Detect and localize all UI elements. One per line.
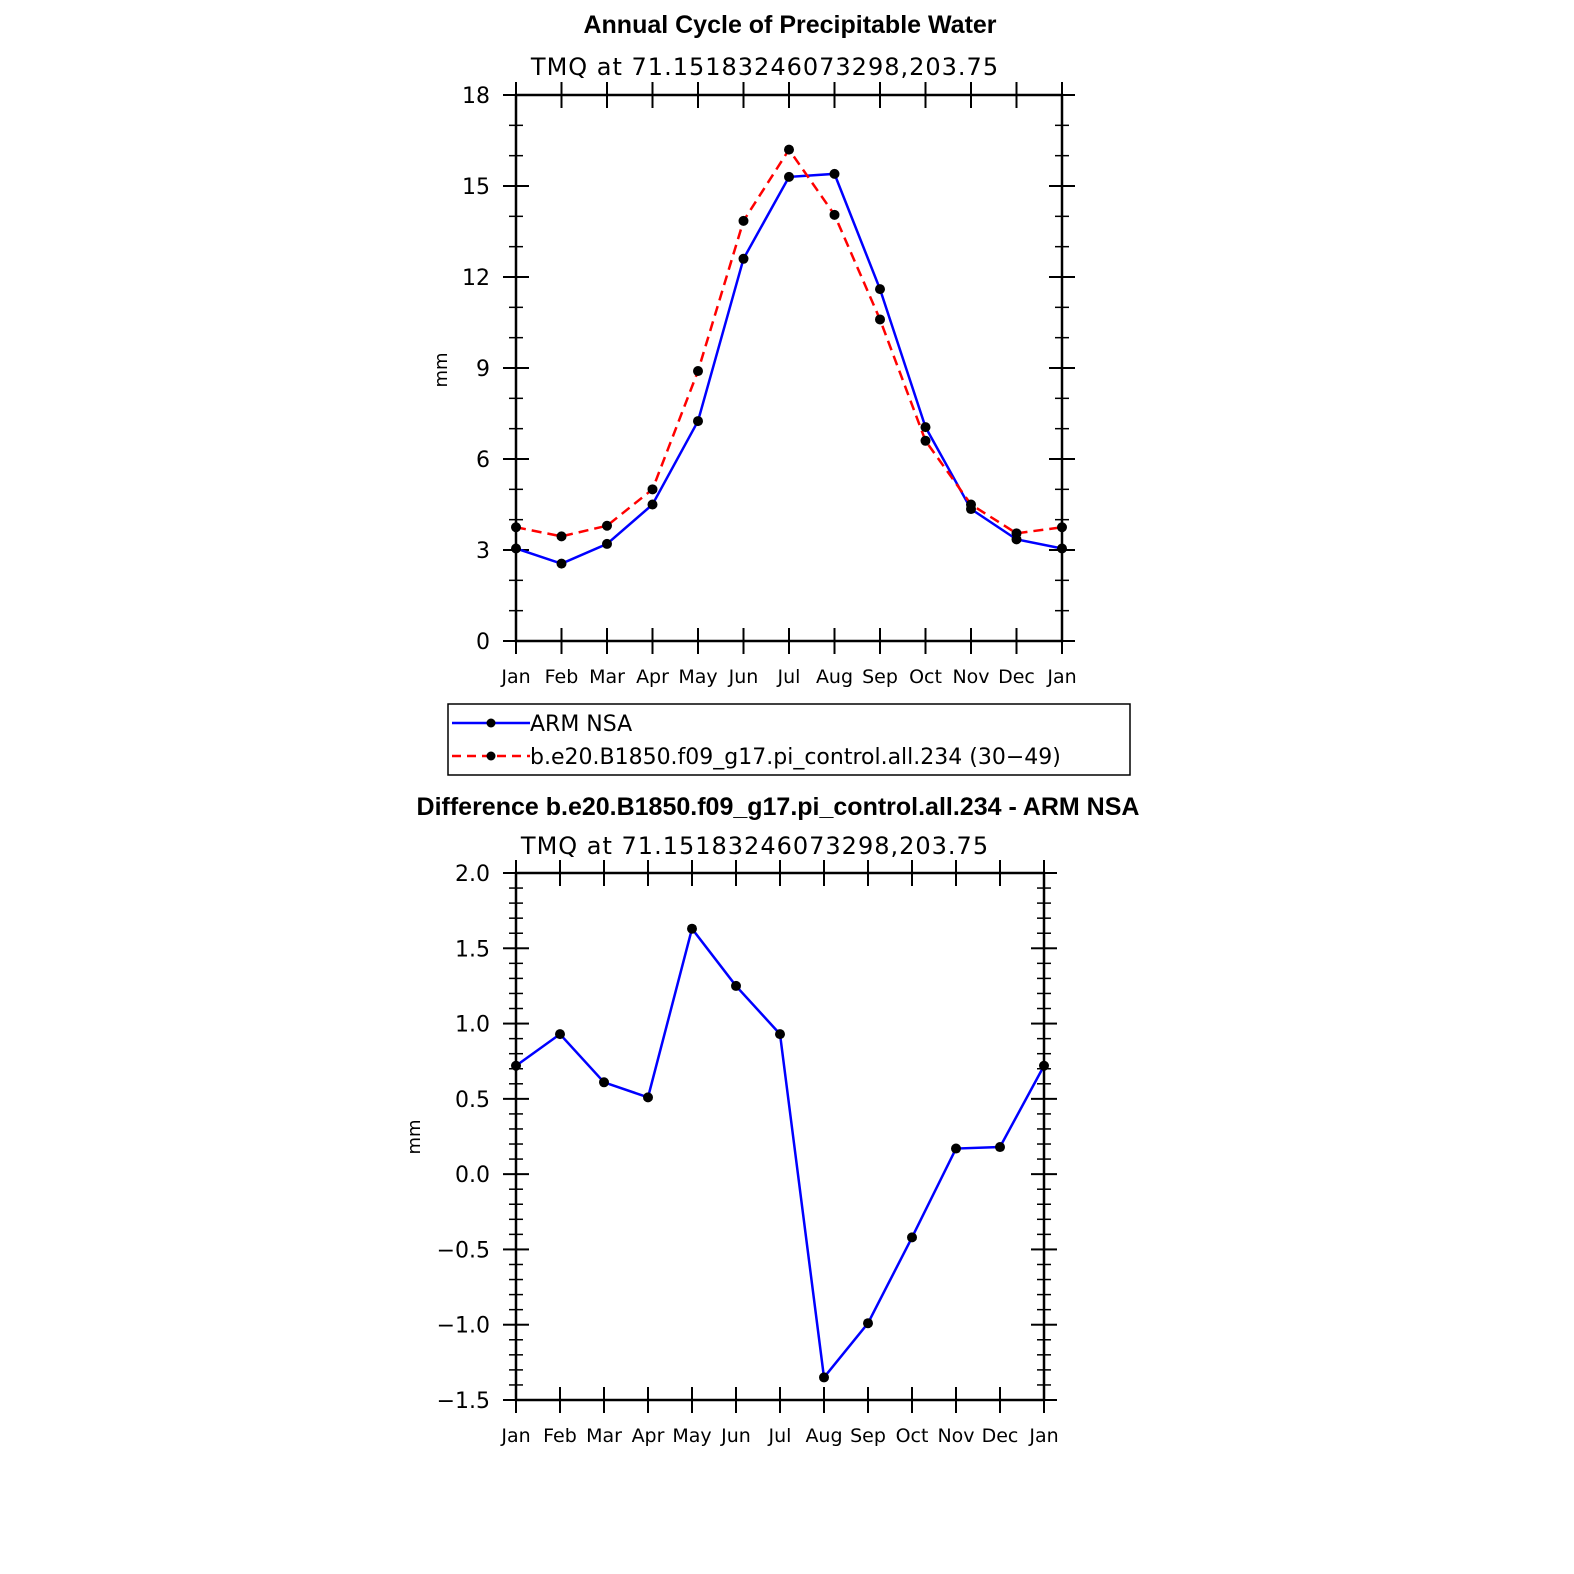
legend-marker-model [486, 751, 496, 761]
y-tick-label: 0 [476, 630, 490, 655]
y-tick-label: 12 [462, 266, 490, 291]
x-tick-label: Jan [1046, 666, 1076, 688]
x-tick-label: May [678, 666, 717, 688]
x-tick-label: Jul [777, 666, 801, 688]
data-point [647, 484, 658, 495]
legend-label-model: b.e20.B1850.f09_g17.pi_control.all.234 (… [530, 745, 1061, 770]
data-point [819, 1372, 829, 1383]
x-tick-label: Jan [500, 666, 530, 688]
data-point [602, 520, 612, 531]
data-point [738, 215, 749, 226]
legend: ARM NSA b.e20.B1850.f09_g17.pi_control.a… [447, 703, 1131, 776]
x-tick-label: Sep [850, 1425, 886, 1447]
data-point [738, 253, 749, 264]
annual-cycle-chart: Annual Cycle of Precipitable Water TMQ a… [431, 11, 1077, 688]
series-line-0 [515, 172, 1063, 565]
x-tick-label: Mar [589, 666, 625, 688]
legend-box [447, 703, 1131, 776]
x-tick-label: Jun [720, 1425, 751, 1447]
x-tick-label: Feb [545, 666, 579, 688]
data-point [1057, 522, 1067, 533]
x-tick-label: Aug [805, 1425, 842, 1447]
x-tick-label: Sep [862, 666, 898, 688]
y-tick-label: 0.5 [455, 1088, 490, 1113]
y-tick-label: −1.5 [437, 1389, 490, 1414]
x-tick-label: Feb [543, 1425, 577, 1447]
x-tick-label: Dec [998, 666, 1035, 688]
data-point [643, 1092, 653, 1103]
data-point [784, 171, 794, 182]
series-line-0 [515, 925, 1046, 1381]
chart-title: Annual Cycle of Precipitable Water [583, 11, 996, 39]
data-point [693, 366, 703, 377]
data-point [731, 980, 741, 991]
series-line-1 [515, 147, 1063, 538]
x-tick-label: Jan [1028, 1425, 1058, 1447]
x-tick-label: Jun [728, 666, 759, 688]
y-tick-label: 2.0 [455, 862, 490, 887]
x-tick-label: Jan [500, 1425, 530, 1447]
data-point [556, 558, 567, 569]
data-point [687, 923, 697, 934]
legend-label-arm-nsa: ARM NSA [530, 712, 632, 737]
data-point [875, 284, 885, 295]
data-point [966, 499, 976, 510]
data-point [556, 531, 567, 542]
x-tick-label: Dec [982, 1425, 1019, 1447]
y-tick-label: 3 [476, 539, 490, 564]
data-point [829, 168, 840, 179]
chart-subtitle: TMQ at 71.15183246073298,203.75 [520, 832, 989, 860]
plot-frame [514, 871, 1046, 1402]
x-tick-label: Mar [586, 1425, 622, 1447]
data-point [951, 1143, 961, 1154]
data-point [920, 422, 931, 433]
data-point [647, 499, 658, 510]
y-axis-label: mm [431, 352, 452, 387]
x-tick-label: Nov [937, 1425, 974, 1447]
y-tick-label: 1.5 [455, 937, 490, 962]
data-point [1039, 1060, 1049, 1071]
x-tick-label: Oct [909, 666, 942, 688]
data-point [693, 416, 703, 427]
y-axis-label: mm [404, 1119, 425, 1154]
data-point [599, 1077, 609, 1088]
x-tick-label: Jul [768, 1425, 792, 1447]
y-tick-label: 0.0 [455, 1163, 490, 1188]
chart-title: Difference b.e20.B1850.f09_g17.pi_contro… [417, 793, 1140, 821]
legend-marker-arm-nsa [486, 718, 496, 728]
data-point [511, 1060, 521, 1071]
x-tick-label: Oct [896, 1425, 929, 1447]
data-point [1011, 528, 1022, 539]
data-point [555, 1029, 565, 1040]
x-tick-label: Apr [636, 666, 669, 688]
y-tick-label: −0.5 [437, 1238, 490, 1263]
data-point [920, 435, 931, 446]
data-point [907, 1232, 917, 1243]
data-point [775, 1029, 785, 1040]
chart-subtitle: TMQ at 71.15183246073298,203.75 [530, 53, 999, 81]
y-tick-label: 15 [462, 175, 490, 200]
y-tick-label: 6 [476, 448, 490, 473]
x-tick-label: Nov [952, 666, 989, 688]
y-tick-label: 1.0 [455, 1013, 490, 1038]
x-tick-label: Aug [816, 666, 853, 688]
data-point [863, 1318, 873, 1329]
y-tick-label: 18 [462, 84, 490, 109]
y-tick-label: −1.0 [437, 1314, 490, 1339]
data-point [829, 209, 840, 220]
x-tick-label: Apr [632, 1425, 665, 1447]
difference-chart: Difference b.e20.B1850.f09_g17.pi_contro… [404, 793, 1139, 1447]
x-tick-label: May [672, 1425, 711, 1447]
data-point [602, 538, 612, 549]
data-point [1057, 543, 1067, 554]
data-point [875, 314, 885, 325]
data-point [511, 543, 521, 554]
data-point [995, 1142, 1005, 1153]
y-tick-label: 9 [476, 357, 490, 382]
data-point [511, 522, 521, 533]
data-point [784, 144, 794, 155]
